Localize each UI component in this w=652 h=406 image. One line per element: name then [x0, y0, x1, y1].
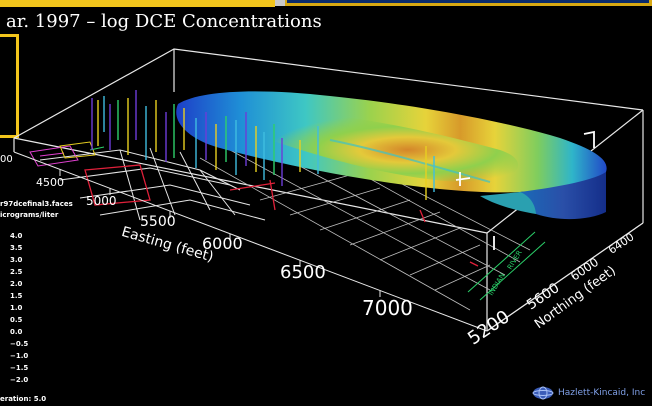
legend-value: 2.0: [10, 280, 23, 288]
easting-tick-4500: 4500: [36, 176, 64, 189]
legend-value: −2.0: [10, 376, 29, 384]
easting-tick-6500: 6500: [280, 262, 326, 283]
globe-logo-icon: [532, 386, 554, 400]
legend-value: 4.0: [10, 232, 23, 240]
easting-tick-6000: 6000: [202, 234, 243, 253]
easting-tick-partial: 00: [0, 154, 13, 165]
page-title: ar. 1997 – log DCE Concentrations: [6, 11, 322, 32]
yellow-outline: [59, 141, 96, 159]
brand-name: Hazlett-Kincaid, Inc: [558, 388, 646, 398]
dce-plume-isosurface: [176, 91, 607, 220]
units-label: icrograms/liter: [0, 211, 59, 219]
slide-frame-bracket: [0, 34, 19, 138]
legend-value: 0.0: [10, 328, 23, 336]
easting-tick-5000: 5000: [86, 194, 117, 208]
legend-value: −1.0: [10, 352, 29, 360]
river-label-river: RIVER: [506, 249, 524, 271]
faces-file-label: r97dcefinal3.faces: [0, 200, 73, 208]
site-inset-map: [29, 145, 79, 167]
street-grid: [39, 147, 266, 221]
legend-value: 1.5: [10, 292, 23, 300]
easting-tick-5500: 5500: [140, 214, 176, 230]
legend-value: 2.5: [10, 268, 23, 276]
river-label-indian: INDIAN: [487, 272, 507, 297]
legend-value: −1.5: [10, 364, 29, 372]
northing-axis: [486, 222, 644, 332]
well-bores: [91, 90, 435, 200]
legend-value: 1.0: [10, 304, 23, 312]
property-outlines: [84, 164, 479, 267]
legend-value: 3.0: [10, 256, 23, 264]
easting-tick-7000: 7000: [362, 296, 413, 320]
top-accent-bar: [0, 0, 652, 8]
easting-axis: [13, 151, 488, 332]
white-markers: [455, 130, 595, 250]
legend-value: −0.5: [10, 340, 29, 348]
legend-value: 0.5: [10, 316, 23, 324]
brand-logo: Hazlett-Kincaid, Inc: [532, 386, 645, 400]
legend-value: 3.5: [10, 244, 23, 252]
iteration-label: eration: 5.0: [0, 395, 47, 403]
